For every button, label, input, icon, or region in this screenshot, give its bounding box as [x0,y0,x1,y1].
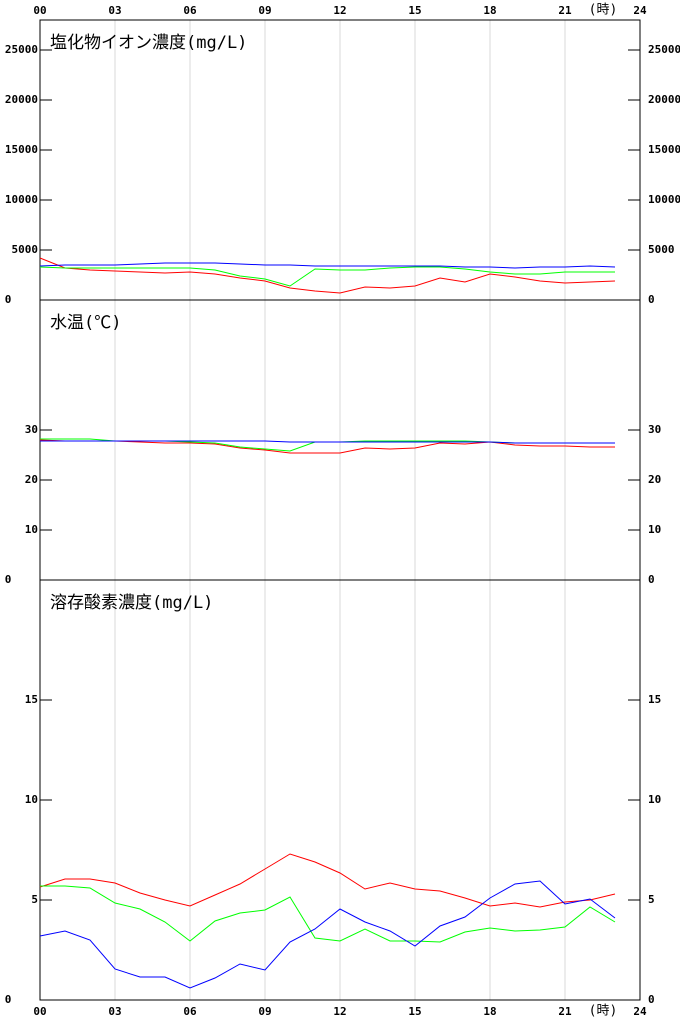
plot-frame [39,579,641,1001]
y-tick-label: 10000 [648,193,680,206]
y-tick-label: 0 [5,993,12,1006]
x-tick-label: 06 [183,1005,197,1018]
data-line [39,880,616,989]
x-tick-label: 24 [633,4,647,17]
y-tick-label: 15 [648,693,661,706]
y-tick-label: 0 [648,993,655,1006]
x-axis-label: (時) [589,3,618,18]
x-tick-label: 15 [408,1005,421,1018]
x-tick-label: 03 [108,4,121,17]
y-tick-label: 0 [5,573,12,586]
x-axis-label: (時) [589,1004,618,1019]
x-tick-label: 18 [483,4,496,17]
x-tick-label: 00 [33,1005,46,1018]
x-tick-label: 00 [33,4,46,17]
y-tick-label: 5000 [12,243,39,256]
x-tick-label: 06 [183,4,197,17]
y-tick-label: 5000 [648,243,675,256]
data-line [39,439,615,454]
y-tick-label: 10 [648,793,661,806]
data-line [39,262,616,269]
x-tick-label: 21 [558,1005,572,1018]
x-tick-label: 12 [333,4,346,17]
y-tick-label: 15000 [648,143,680,156]
y-tick-label: 15000 [5,143,38,156]
data-line [40,440,615,444]
y-tick-label: 25000 [648,43,680,56]
y-tick-label: 10 [648,523,661,536]
y-tick-label: 10000 [5,193,38,206]
y-tick-label: 5 [648,893,655,906]
y-tick-label: 0 [648,573,655,586]
y-tick-label: 15 [25,693,38,706]
x-tick-label: 09 [258,1005,271,1018]
x-tick-label: 21 [558,4,572,17]
y-tick-label: 5 [31,893,38,906]
x-tick-label: 09 [258,4,271,17]
y-tick-label: 20 [25,473,38,486]
data-line [39,853,616,908]
y-tick-label: 20000 [5,93,38,106]
chart-title title: 塩化物イオン濃度(mg/L) [50,33,247,53]
chart-title title: 溶存酸素濃度(mg/L) [50,593,213,613]
y-tick-label: 20 [648,473,661,486]
x-tick-label: 12 [333,1005,346,1018]
y-tick-label: 0 [648,293,655,306]
x-tick-label: 24 [633,1005,647,1018]
y-tick-label: 20000 [648,93,680,106]
data-line [39,257,616,294]
data-line [40,885,616,943]
y-tick-label: 0 [5,293,12,306]
y-tick-label: 25000 [5,43,38,56]
y-tick-label: 10 [25,793,38,806]
x-tick-label: 18 [483,1005,496,1018]
y-tick-label: 30 [648,423,661,436]
x-tick-label: 03 [108,1005,121,1018]
chart-title title: 水温(℃) [50,313,121,333]
y-tick-label: 10 [25,523,38,536]
data-line [39,266,615,287]
x-tick-label: 15 [408,4,421,17]
y-tick-label: 30 [25,423,38,436]
